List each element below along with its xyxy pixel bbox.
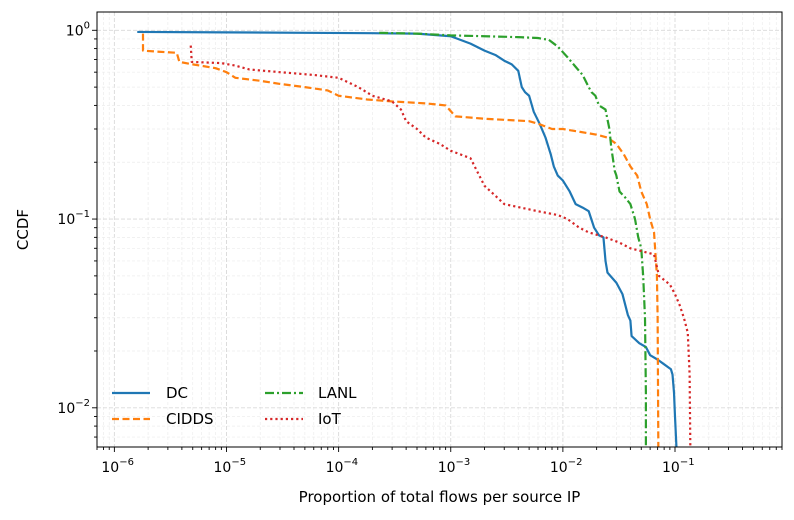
series-line-lanl [379, 31, 647, 447]
x-tick-base: 10 [662, 460, 680, 476]
x-tick-exponent: −6 [119, 457, 134, 468]
x-tick-labels: 10−6 10−5 10−4 10−3 10−2 10−1 [101, 457, 694, 476]
y-tick-base: 10 [57, 212, 75, 228]
x-tick-label: 10−5 [214, 457, 247, 476]
y-tick-exponent: −2 [75, 398, 90, 409]
series-lines [137, 30, 692, 447]
x-tick-base: 10 [550, 460, 568, 476]
x-tick-label: 10−1 [662, 457, 695, 476]
legend-label-lanl: LANL [318, 384, 357, 402]
x-axis-label: Proportion of total flows per source IP [299, 488, 581, 506]
x-tick-exponent: −3 [456, 457, 471, 468]
x-tick-exponent: −2 [568, 457, 583, 468]
legend-label-iot: IoT [318, 410, 342, 428]
y-tick-base: 10 [57, 401, 75, 417]
plot-background [97, 12, 782, 447]
y-tick-label: 100 [66, 20, 90, 39]
y-tick-label: 10−1 [57, 209, 90, 228]
x-tick-label: 10−2 [550, 457, 583, 476]
x-tick-exponent: −5 [231, 457, 246, 468]
x-tick-label: 10−3 [438, 457, 471, 476]
series-line-dc [137, 30, 678, 447]
x-tick-exponent: −1 [680, 457, 695, 468]
x-tick-exponent: −4 [343, 457, 358, 468]
legend: DC CIDDS LANL IoT [112, 384, 357, 428]
y-tick-exponent: −1 [75, 209, 90, 220]
grid [96, 12, 783, 447]
y-tick-label: 10−2 [57, 398, 90, 417]
x-tick-base: 10 [326, 460, 344, 476]
y-tick-exponent: 0 [84, 20, 90, 31]
legend-item-cidds: CIDDS [112, 410, 214, 428]
x-tick-base: 10 [101, 460, 119, 476]
legend-label-cidds: CIDDS [166, 410, 214, 428]
legend-item-iot: IoT [265, 410, 342, 428]
series-line-cidds [141, 33, 660, 447]
x-tick-label: 10−6 [101, 457, 134, 476]
x-tick-base: 10 [214, 460, 232, 476]
x-tick-label: 10−4 [326, 457, 359, 476]
y-axis-label: CCDF [14, 209, 32, 250]
y-tick-base: 10 [66, 23, 84, 39]
x-tick-base: 10 [438, 460, 456, 476]
axis-ticks [92, 29, 783, 452]
legend-item-lanl: LANL [265, 384, 357, 402]
legend-label-dc: DC [166, 384, 188, 402]
legend-item-dc: DC [112, 384, 188, 402]
series-line-iot [189, 45, 692, 447]
